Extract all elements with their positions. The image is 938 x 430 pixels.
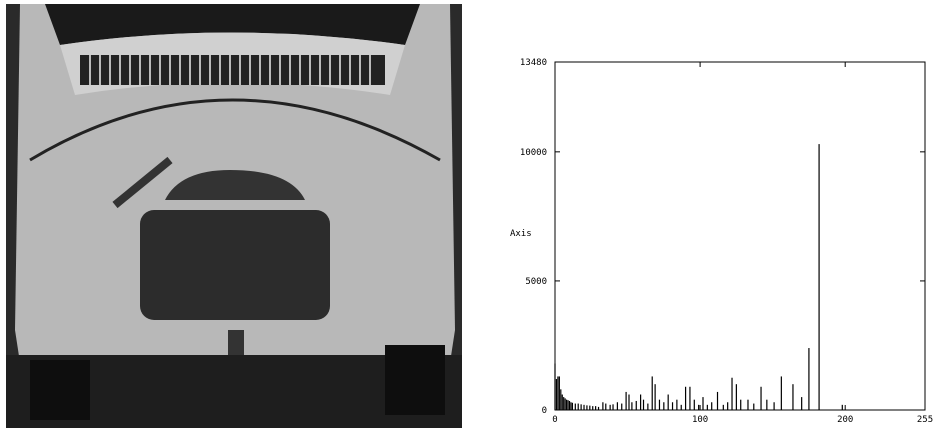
bar [628, 395, 629, 410]
histogram: Axis 0 5000 10000 13480 0 100 200 255 [510, 58, 933, 425]
bar [808, 348, 809, 410]
bar [592, 406, 593, 410]
bar [676, 400, 677, 410]
bar [617, 402, 618, 410]
y-axis-label: Axis [510, 229, 532, 239]
bar [801, 397, 802, 410]
bar [685, 387, 686, 410]
bar [707, 405, 708, 410]
bar [818, 144, 819, 410]
bar [731, 378, 732, 410]
bar [766, 400, 767, 410]
bar [570, 402, 571, 410]
bar [595, 406, 596, 410]
bar [643, 400, 644, 410]
bar [694, 400, 695, 410]
x-tick-label: 0 [552, 415, 557, 425]
bar [681, 405, 682, 410]
bar [740, 400, 741, 410]
bar [781, 376, 782, 410]
x-tick-label: 200 [837, 415, 853, 425]
bar [621, 404, 622, 410]
bar [636, 401, 637, 410]
bar [753, 404, 754, 410]
bar [655, 384, 656, 410]
bar [625, 392, 626, 410]
bar [727, 402, 728, 410]
bar [747, 400, 748, 410]
bar [572, 403, 573, 410]
bar [773, 402, 774, 410]
bar [559, 376, 560, 410]
screen: Axis 0 5000 10000 13480 0 100 200 255 [0, 0, 938, 430]
bar [640, 395, 641, 410]
bar [711, 402, 712, 410]
bar [562, 395, 563, 410]
bar [567, 400, 568, 410]
bar [556, 379, 557, 410]
y-tick-label: 0 [542, 406, 547, 416]
bar [652, 376, 653, 410]
bar [736, 384, 737, 410]
x-tick-label: 100 [692, 415, 708, 425]
bar [647, 404, 648, 410]
bar [581, 404, 582, 410]
bar [566, 400, 567, 410]
y-tick-label: 10000 [520, 148, 547, 158]
bar [554, 364, 555, 410]
bar [583, 405, 584, 410]
photo [6, 4, 462, 428]
bar [578, 404, 579, 410]
bar [610, 405, 611, 410]
bar [565, 398, 566, 410]
bar [575, 404, 576, 410]
bar [792, 384, 793, 410]
bar [586, 405, 587, 410]
bar [723, 405, 724, 410]
bar [659, 400, 660, 410]
bar [563, 397, 564, 410]
x-tick-label: 255 [917, 415, 933, 425]
bar [605, 404, 606, 410]
bar [668, 395, 669, 410]
bar [760, 387, 761, 410]
bar [589, 406, 590, 410]
bar [602, 402, 603, 410]
bar [557, 376, 558, 410]
bar [569, 401, 570, 410]
bar [631, 402, 632, 410]
bar [560, 389, 561, 410]
bar [612, 404, 613, 410]
bar [672, 402, 673, 410]
bar [717, 392, 718, 410]
plot-frame [555, 62, 925, 410]
bar [689, 387, 690, 410]
bar [698, 405, 699, 410]
bar [598, 407, 599, 410]
y-tick-label: 5000 [525, 277, 547, 287]
bar [842, 405, 843, 410]
bar [663, 402, 664, 410]
bar [702, 397, 703, 410]
y-tick-label: 13480 [520, 58, 547, 68]
